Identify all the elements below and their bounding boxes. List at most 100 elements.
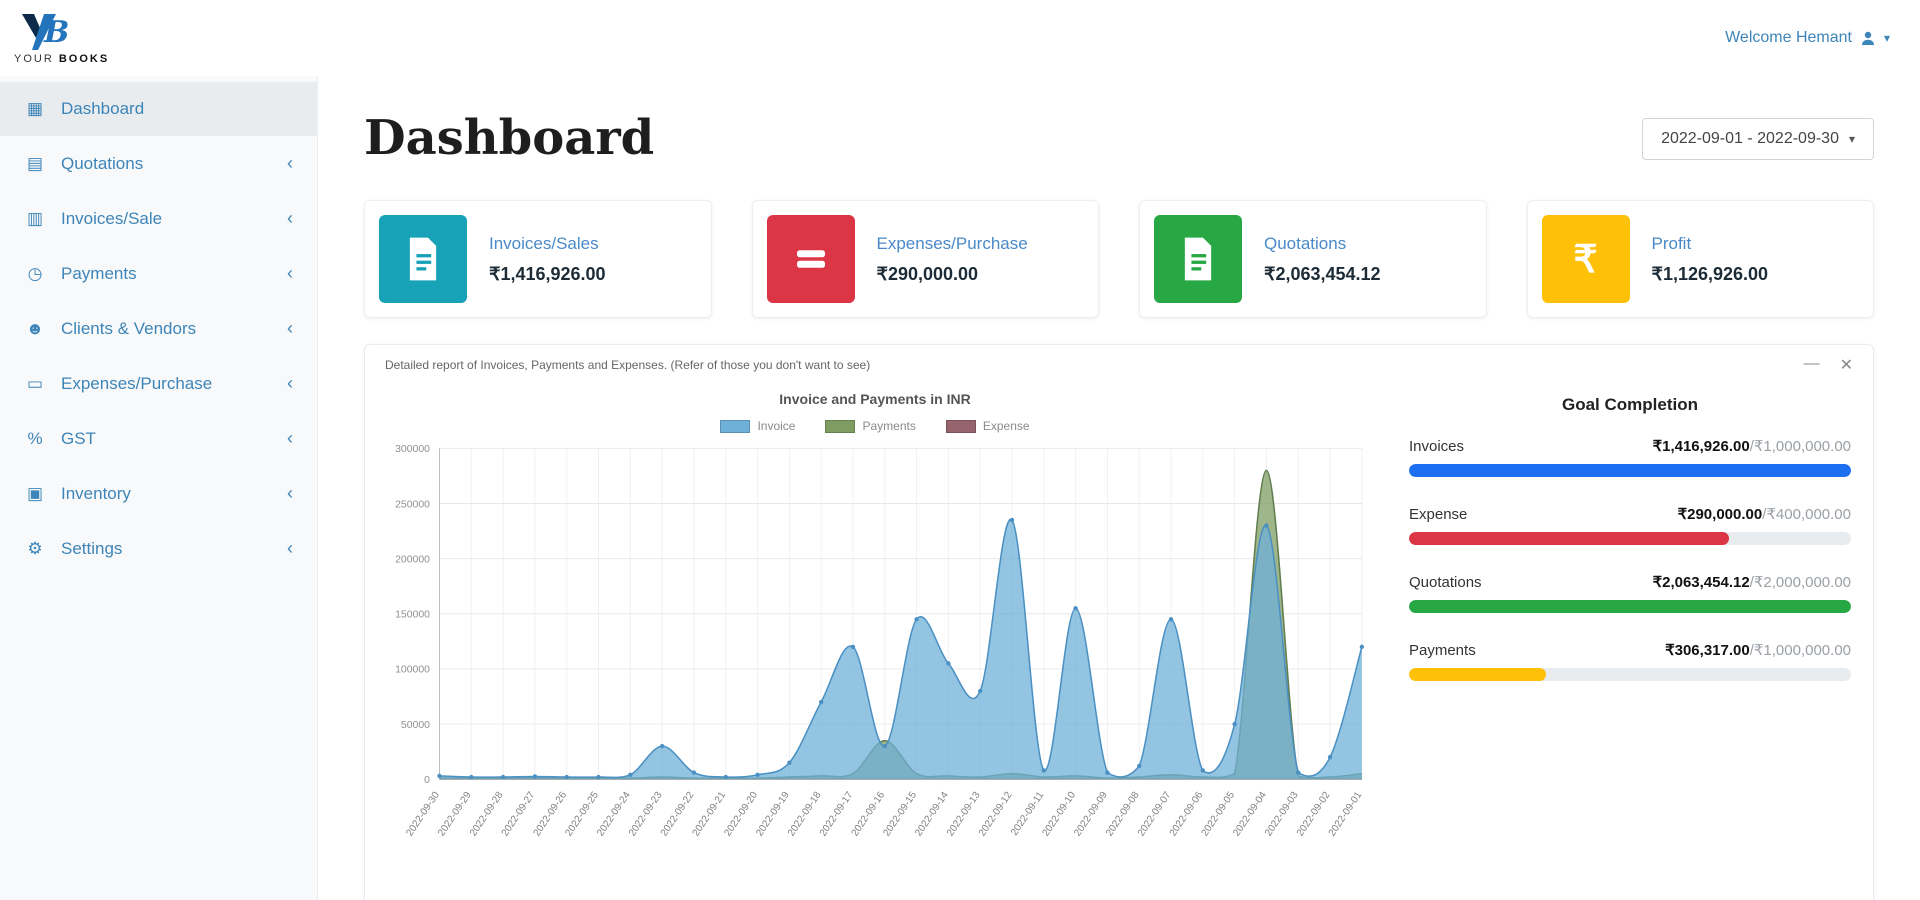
legend-item-invoice[interactable]: Invoice: [720, 419, 795, 433]
main-content: Dashboard 2022-09-01 - 2022-09-30 ▾ Invo…: [318, 76, 1920, 900]
settings-icon: ⚙: [27, 538, 43, 558]
stat-card-profit: ₹ Profit ₹1,126,926.00: [1526, 200, 1874, 318]
goal-target: /₹2,000,000.00: [1749, 574, 1851, 591]
yourbooks-logo: B: [22, 13, 69, 50]
sidebar-item-label: Settings: [61, 538, 123, 558]
close-icon[interactable]: ✕: [1839, 357, 1853, 374]
goal-value: ₹306,317.00: [1665, 642, 1750, 659]
invoice-file-icon: [379, 215, 467, 303]
rupee-glyph: ₹: [1573, 238, 1598, 281]
sidebar-item-settings[interactable]: ⚙ Settings ‹: [0, 521, 317, 576]
chevron-left-icon: ‹: [287, 208, 293, 228]
chevron-left-icon: ‹: [287, 428, 293, 448]
sidebar-item-quotations[interactable]: ▤ Quotations ‹: [0, 136, 317, 191]
svg-text:100000: 100000: [395, 665, 430, 676]
inventory-icon: ▣: [26, 483, 44, 503]
topbar: B YOUR BOOKS Welcome Hemant ▾: [0, 0, 1920, 76]
legend-label: Invoice: [757, 419, 796, 433]
stat-cards: Invoices/Sales ₹1,416,926.00 Expenses/Pu…: [364, 200, 1874, 318]
stat-card-value: ₹1,416,926.00: [489, 263, 606, 284]
sidebar-item-payments[interactable]: ◷ Payments ‹: [0, 246, 317, 301]
legend-swatch-payments: [825, 419, 856, 433]
brand-your: YOUR: [14, 52, 54, 65]
sidebar-item-invoices-sale[interactable]: ▥ Invoices/Sale ‹: [0, 191, 317, 246]
goal-label: Payments: [1409, 642, 1476, 659]
legend-item-expense[interactable]: Expense: [945, 419, 1030, 433]
payments-icon: ◷: [27, 263, 43, 283]
goal-target: /₹400,000.00: [1762, 506, 1851, 523]
legend-swatch-expense: [945, 419, 976, 433]
brand-text: YOUR BOOKS: [14, 52, 110, 65]
area-chart: 0 50000 100000 150000 200000 250000 300000 2022…: [371, 435, 1379, 891]
goal-completion-section: Goal Completion Invoices ₹1,416,926.00/₹…: [1379, 387, 1857, 891]
chevron-left-icon: ‹: [287, 318, 293, 338]
goal-progress-bar: [1409, 532, 1851, 545]
chart-section: Invoice and Payments in INR Invoice Paym…: [371, 387, 1379, 891]
stat-card-label: Quotations: [1264, 233, 1347, 253]
chevron-down-icon: ▾: [1883, 31, 1890, 45]
goal-row-invoices: Invoices ₹1,416,926.00/₹1,000,000.00: [1409, 437, 1851, 477]
sidebar-item-label: Expenses/Purchase: [61, 373, 213, 393]
sidebar-item-gst[interactable]: % GST ‹: [0, 411, 317, 466]
chart-legend: Invoice Payments Expense: [371, 419, 1379, 433]
sidebar-item-clients-vendors[interactable]: ☻ Clients & Vendors ‹: [0, 301, 317, 356]
chart-title: Invoice and Payments in INR: [779, 391, 971, 407]
brand-books: BOOKS: [58, 52, 110, 65]
legend-item-payments[interactable]: Payments: [825, 419, 916, 433]
stat-card-quotations: Quotations ₹2,063,454.12: [1139, 200, 1487, 318]
sidebar-item-label: Payments: [61, 263, 137, 283]
goal-value: ₹1,416,926.00: [1652, 438, 1750, 455]
report-panel: Detailed report of Invoices, Payments an…: [364, 344, 1874, 900]
legend-label: Expense: [982, 419, 1030, 433]
goals-title: Goal Completion: [1562, 395, 1698, 414]
goal-progress-fill: [1409, 600, 1851, 613]
sidebar-item-expenses-purchase[interactable]: ▭ Expenses/Purchase ‹: [0, 356, 317, 411]
minimize-icon[interactable]: —: [1803, 355, 1820, 372]
sidebar-item-inventory[interactable]: ▣ Inventory ‹: [0, 466, 317, 521]
goal-target: /₹1,000,000.00: [1749, 642, 1851, 659]
goal-label: Expense: [1409, 506, 1468, 523]
svg-text:2022-09-01: 2022-09-01: [1327, 790, 1365, 839]
stat-card-expenses-purchase: Expenses/Purchase ₹290,000.00: [751, 200, 1099, 318]
invoices-icon: ▥: [26, 208, 44, 228]
sidebar-item-dashboard[interactable]: ▦ Dashboard: [0, 82, 317, 136]
clients-icon: ☻: [26, 318, 44, 338]
chevron-left-icon: ‹: [287, 538, 293, 558]
sidebar-item-label: Clients & Vendors: [61, 318, 197, 338]
goal-progress-bar: [1409, 600, 1851, 613]
chevron-down-icon: ▾: [1848, 132, 1855, 146]
dashboard-icon: ▦: [26, 99, 44, 118]
goal-row-payments: Payments ₹306,317.00/₹1,000,000.00: [1409, 641, 1851, 681]
date-range-picker[interactable]: 2022-09-01 - 2022-09-30 ▾: [1642, 118, 1874, 160]
gst-icon: %: [27, 428, 43, 448]
stat-card-invoices-sales: Invoices/Sales ₹1,416,926.00: [364, 200, 712, 318]
rupee-icon: ₹: [1541, 215, 1630, 303]
welcome-text: Welcome Hemant: [1725, 29, 1852, 46]
svg-text:50000: 50000: [401, 720, 430, 731]
date-range-value: 2022-09-01 - 2022-09-30: [1661, 130, 1839, 147]
stat-card-value: ₹2,063,454.12: [1264, 263, 1381, 284]
sidebar-item-label: GST: [61, 428, 96, 448]
chevron-left-icon: ‹: [287, 263, 293, 283]
stat-card-label: Profit: [1651, 233, 1692, 253]
sidebar-item-label: Dashboard: [61, 99, 145, 118]
goal-progress-fill: [1409, 532, 1730, 545]
svg-text:B: B: [43, 15, 69, 50]
stat-card-value: ₹1,126,926.00: [1651, 263, 1769, 284]
report-panel-title: Detailed report of Invoices, Payments an…: [385, 358, 871, 372]
goal-value: ₹290,000.00: [1677, 506, 1763, 523]
user-menu[interactable]: Welcome Hemant ▾: [1725, 29, 1890, 47]
stat-card-label: Invoices/Sales: [489, 233, 599, 253]
goal-label: Quotations: [1409, 574, 1482, 591]
stat-card-label: Expenses/Purchase: [876, 233, 1028, 253]
svg-text:0: 0: [424, 775, 430, 786]
svg-text:200000: 200000: [395, 554, 430, 565]
svg-text:150000: 150000: [395, 610, 430, 621]
user-icon: [1861, 31, 1874, 45]
goal-target: /₹1,000,000.00: [1749, 438, 1851, 455]
legend-swatch-invoice: [720, 419, 751, 433]
chevron-left-icon: ‹: [287, 483, 293, 503]
svg-text:300000: 300000: [395, 444, 430, 455]
goal-progress-bar: [1409, 464, 1851, 477]
goal-row-quotations: Quotations ₹2,063,454.12/₹2,000,000.00: [1409, 573, 1851, 613]
